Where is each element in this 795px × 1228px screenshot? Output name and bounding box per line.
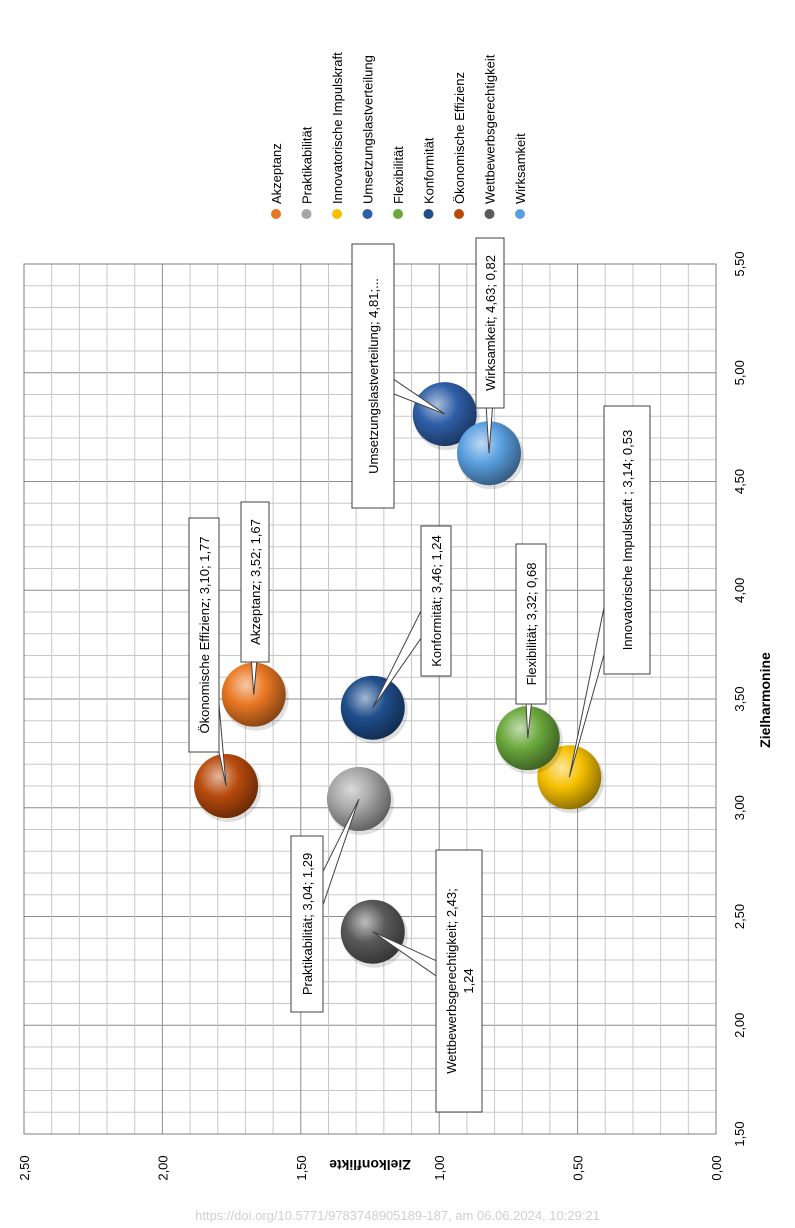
data-label-box-fill <box>190 519 218 751</box>
legend-entry: Praktikabilität <box>300 126 315 204</box>
data-label: Flexibilität; 3,32; 0,68 <box>524 563 539 686</box>
data-label-box-fill <box>605 407 649 673</box>
legend-marker <box>393 209 403 219</box>
legend-entry: Umsetzungslastverteilung <box>361 55 376 204</box>
legend-entry: Akzeptanz <box>269 143 284 204</box>
legend-entry: Innovatorische Impulskraft <box>330 52 345 204</box>
x-tick-label: 5,00 <box>732 360 747 385</box>
data-label-box-fill <box>437 851 481 1111</box>
legend-entry: Ökonomische Effizienz <box>452 72 467 204</box>
legend-entry: Flexibilität <box>391 146 406 204</box>
x-axis-ticks: 1,50 2,00 2,50 3,00 3,50 4,00 4,50 5,00 5,50 <box>732 251 747 1146</box>
legend-entry: Wirksamkeit <box>513 133 528 204</box>
x-axis-title: Zielharmonine <box>757 652 773 748</box>
x-tick-label: 3,50 <box>732 686 747 711</box>
y-tick-label: 0,00 <box>709 1155 724 1180</box>
y-axis-title: Zielkonflikte <box>329 1157 411 1173</box>
x-tick-label: 5,50 <box>732 251 747 276</box>
data-label: Wettbewerbsgerechtigkeit; 2,43; 1,24 <box>444 888 476 1073</box>
data-labels: Akzeptanz; 3,52; 1,67 Praktikabilität; 3,… <box>188 237 651 1113</box>
y-tick-label: 0,50 <box>571 1155 586 1180</box>
data-label: Akzeptanz; 3,52; 1,67 <box>248 519 263 645</box>
y-axis-ticks: 0,00 0,50 1,00 1,50 2,00 2,50 <box>17 1155 724 1180</box>
legend-marker <box>332 209 342 219</box>
data-label-box-fill <box>422 527 450 675</box>
y-tick-label: 1,50 <box>294 1155 309 1180</box>
data-label: Umsetzungslastverteilung; 4,81;... <box>366 278 381 474</box>
data-label: Ökonomische Effizienz; 3,10; 1,77 <box>197 536 212 733</box>
x-tick-label: 2,50 <box>732 904 747 929</box>
data-label-box-fill <box>517 545 545 703</box>
legend-marker <box>362 209 373 219</box>
legend-marker <box>423 209 434 219</box>
legend-marker <box>301 209 312 219</box>
x-tick-label: 2,00 <box>732 1013 747 1038</box>
data-label-box-fill <box>242 503 268 661</box>
legend-entry: Konformität <box>422 137 437 204</box>
x-tick-label: 4,00 <box>732 578 747 603</box>
legend-marker <box>271 209 281 219</box>
x-tick-label: 1,50 <box>732 1121 747 1146</box>
legend-marker <box>454 209 464 219</box>
y-tick-label: 2,50 <box>17 1155 32 1180</box>
y-tick-label: 1,00 <box>432 1155 447 1180</box>
data-label-box-fill <box>477 239 503 407</box>
data-label: Praktikabilität; 3,04; 1,29 <box>300 853 315 995</box>
x-tick-label: 4,50 <box>732 469 747 494</box>
legend: Akzeptanz Praktikabilität Innovatorische I… <box>269 52 528 219</box>
legend-marker <box>484 209 495 219</box>
legend-marker <box>515 209 525 219</box>
data-label-box-fill <box>353 245 393 507</box>
y-tick-label: 2,00 <box>155 1155 170 1180</box>
data-label: Konformität; 3,46; 1,24 <box>429 535 444 667</box>
data-label: Wirksamkeit; 4,63; 0,82 <box>483 255 498 391</box>
data-label: Innovatorische Impulskraft ; 3,14; 0,53 <box>620 430 635 650</box>
watermark: https://doi.org/10.5771/9783748905189-18… <box>195 1208 600 1223</box>
x-tick-label: 3,00 <box>732 795 747 820</box>
legend-entry: Wettbewerbsgerechtigkeit <box>483 54 498 204</box>
data-label-box-fill <box>292 837 322 1011</box>
